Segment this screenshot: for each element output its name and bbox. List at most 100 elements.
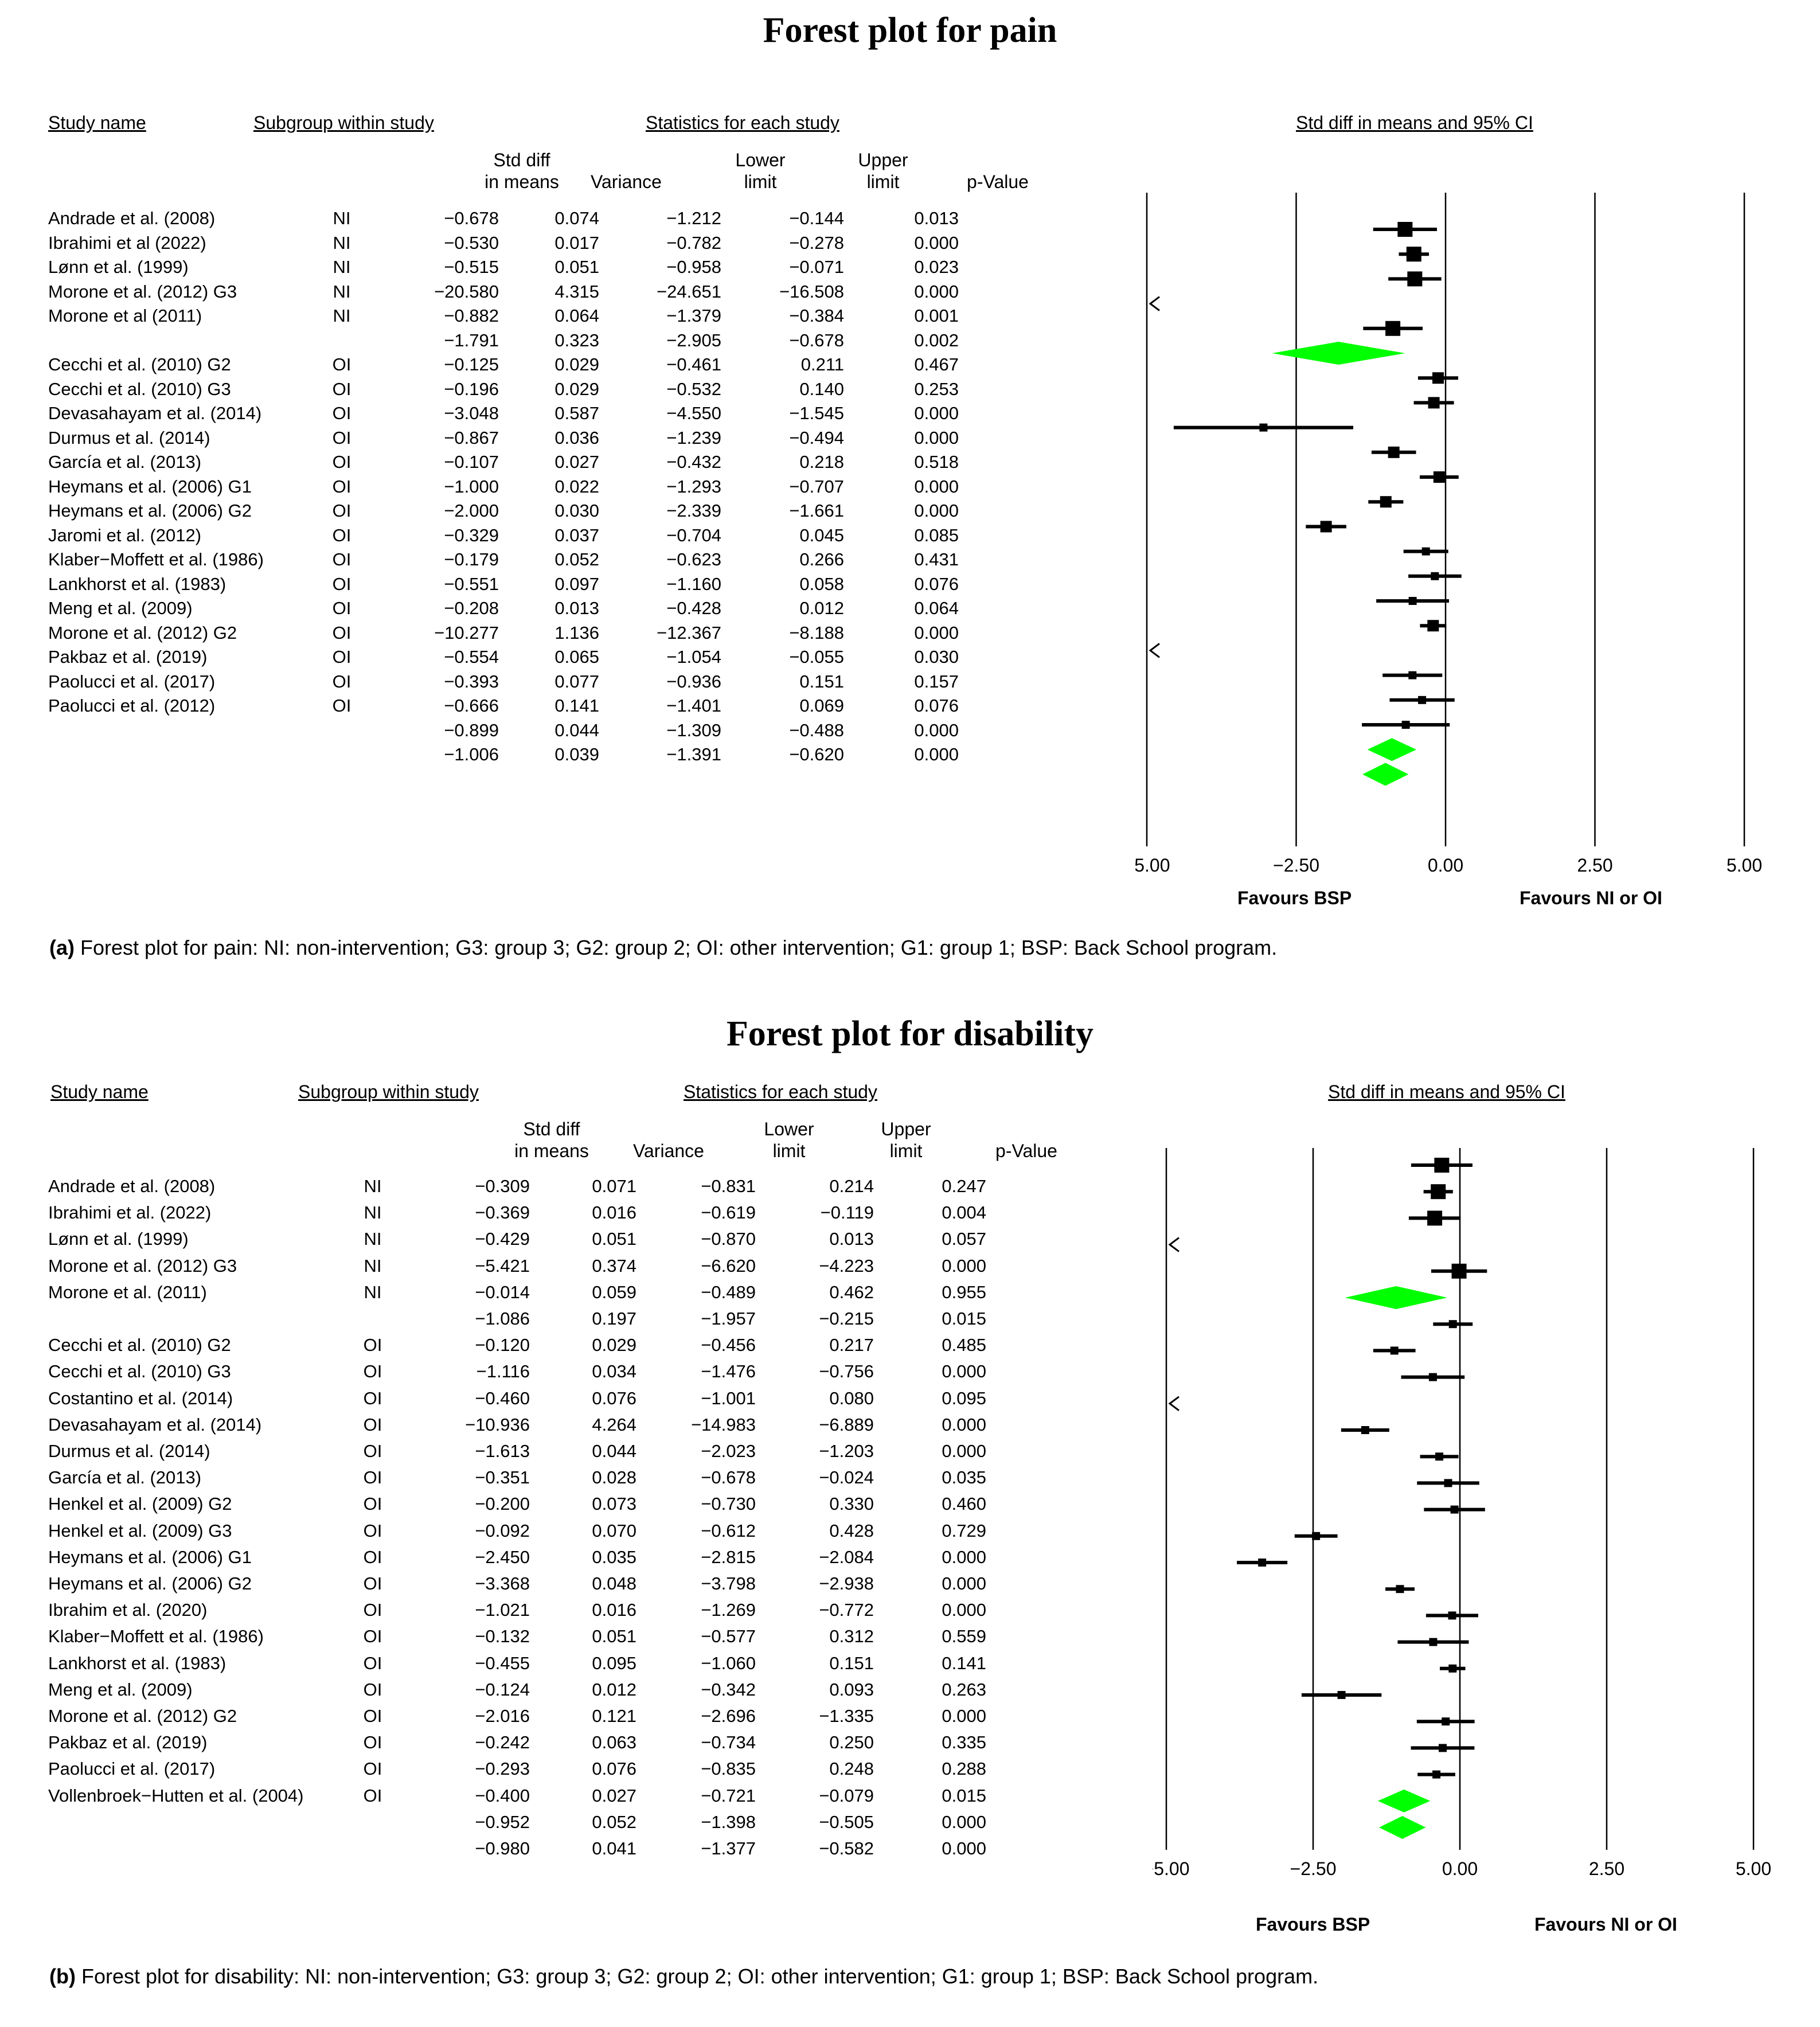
- p-value-cell: 0.015: [942, 1309, 986, 1329]
- std-diff-cell: −0.867: [444, 427, 499, 448]
- subgroup-cell: OI: [332, 525, 351, 545]
- effect-square: [1361, 1426, 1369, 1434]
- lower-limit-cell: −1.401: [666, 696, 721, 716]
- std-diff-cell: −0.293: [475, 1759, 530, 1779]
- variance-cell: 0.029: [554, 378, 599, 399]
- lower-limit-cell: −1.060: [701, 1653, 756, 1673]
- upper-limit-cell: 0.140: [799, 378, 844, 399]
- upper-limit-cell: −6.889: [819, 1414, 874, 1435]
- upper-limit-cell: 0.214: [829, 1176, 874, 1196]
- variance-cell: 0.374: [592, 1255, 636, 1276]
- caption: (b) Forest plot for disability: NI: non-…: [49, 1964, 1318, 1989]
- effect-square: [1431, 572, 1439, 580]
- upper-limit-cell: 0.312: [829, 1626, 874, 1647]
- lower-limit-cell: −0.870: [701, 1229, 756, 1249]
- table-row: Devasahayam et al. (2014) OI −10.936 4.264 −…: [0, 1413, 1089, 1437]
- variance-cell: 0.063: [592, 1732, 636, 1753]
- caption-label: (b): [49, 1964, 76, 1988]
- variance-cell: 0.076: [592, 1759, 636, 1779]
- variance-cell: 0.029: [592, 1335, 636, 1356]
- std-diff-cell: −1.613: [475, 1441, 530, 1461]
- p-value-cell: 0.431: [914, 549, 959, 569]
- table-row: Lønn et al. (1999) NI −0.515 0.051 −0.958 −0.…: [0, 255, 1089, 279]
- study-name-cell: Paolucci et al. (2017): [48, 671, 216, 692]
- effect-square: [1438, 1744, 1447, 1752]
- p-value-cell: 0.263: [942, 1679, 986, 1700]
- subgroup-cell: NI: [364, 1202, 382, 1223]
- effect-square: [1407, 271, 1423, 287]
- lower-limit-cell: −0.734: [701, 1732, 756, 1753]
- study-name-cell: Andrade et al. (2008): [48, 1176, 216, 1196]
- lower-limit-cell: −1.160: [666, 573, 721, 594]
- variance-cell: 1.136: [554, 622, 599, 643]
- study-name-cell: Ibrahimi et al (2022): [48, 232, 206, 253]
- effect-square: [1429, 1638, 1438, 1646]
- summary-row: −1.006 0.039 −1.391 −0.620 0.000: [0, 743, 1089, 767]
- variance-cell: 0.030: [554, 501, 599, 521]
- variance-cell: 0.052: [592, 1811, 636, 1832]
- lower-limit-cell: −2.339: [666, 501, 721, 521]
- table-row: Ibrahim et al. (2020) OI −1.021 0.016 −1.269…: [0, 1598, 1089, 1622]
- study-name-cell: Devasahayam et al. (2014): [48, 1414, 262, 1435]
- subgroup-cell: OI: [363, 1573, 382, 1594]
- std-diff-cell: −0.400: [475, 1785, 530, 1806]
- p-value-cell: 0.729: [942, 1520, 986, 1541]
- std-diff-cell: −0.952: [475, 1811, 530, 1832]
- p-value-cell: 0.000: [914, 232, 959, 253]
- summary-diamond: [1272, 342, 1405, 365]
- std-diff-cell: −1.116: [476, 1361, 530, 1382]
- lower-limit-cell: −0.489: [701, 1282, 756, 1302]
- study-name-cell: Pakbaz et al. (2019): [48, 1732, 208, 1753]
- subgroup-cell: NI: [333, 232, 351, 253]
- variance-cell: 0.036: [554, 427, 599, 448]
- table-row: Henkel et al. (2009) G2 OI −0.200 0.073 −0.7…: [0, 1492, 1089, 1516]
- upper-limit-cell: −0.024: [819, 1467, 874, 1488]
- study-name-cell: Cecchi et al. (2010) G3: [48, 378, 231, 399]
- lower-limit-cell: −0.577: [701, 1626, 756, 1647]
- lower-limit-cell: −2.905: [666, 330, 721, 350]
- variance-cell: 0.051: [592, 1229, 636, 1249]
- upper-limit-cell: 0.013: [829, 1229, 874, 1249]
- favours-left-label: Favours BSP: [1256, 1914, 1370, 1935]
- std-diff-cell: −3.368: [475, 1573, 530, 1594]
- variance-cell: 0.044: [592, 1441, 636, 1461]
- effect-square: [1320, 521, 1332, 533]
- variance-cell: 0.027: [592, 1785, 636, 1806]
- p-value-cell: 0.000: [914, 744, 959, 764]
- header-statistics: Statistics for each study: [646, 112, 839, 133]
- col-lower: Lower limit: [714, 149, 806, 193]
- col-pvalue: p-Value: [967, 171, 1029, 192]
- x-tick-label: 5.00: [1727, 855, 1762, 876]
- p-value-cell: 0.001: [914, 306, 959, 326]
- variance-cell: 0.016: [592, 1600, 636, 1620]
- std-diff-cell: −0.678: [444, 208, 499, 228]
- effect-square: [1432, 1770, 1441, 1779]
- upper-limit-cell: 0.218: [799, 452, 844, 472]
- std-diff-cell: −0.196: [444, 378, 499, 399]
- std-diff-cell: −2.016: [475, 1706, 530, 1726]
- std-diff-cell: −0.899: [444, 720, 499, 740]
- caption-text: Forest plot for pain: NI: non-interventi…: [80, 936, 1278, 959]
- x-tick-label: −2.50: [1273, 855, 1319, 876]
- study-name-cell: Vollenbroek−Hutten et al. (2004): [48, 1785, 304, 1806]
- variance-cell: 0.587: [554, 403, 599, 423]
- forest-plot: −5.00 −2.50 0.00 2.50 5.00: [1153, 1148, 1771, 1879]
- subgroup-cell: OI: [332, 378, 351, 399]
- variance-cell: 0.037: [554, 525, 599, 545]
- variance-cell: 0.074: [554, 208, 599, 228]
- header-subgroup: Subgroup within study: [298, 1081, 479, 1102]
- upper-limit-cell: 0.012: [799, 598, 844, 618]
- chart-title: Forest plot for disability: [726, 1014, 1094, 1053]
- upper-limit-cell: 0.330: [829, 1494, 874, 1514]
- study-name-cell: Klaber−Moffett et al. (1986): [48, 1626, 264, 1647]
- std-diff-cell: −0.393: [444, 671, 499, 692]
- lower-limit-cell: −24.651: [657, 281, 721, 302]
- p-value-cell: 0.253: [914, 378, 959, 399]
- study-name-cell: Heymans et al. (2006) G2: [48, 1573, 252, 1594]
- subgroup-cell: OI: [363, 1706, 382, 1726]
- upper-limit-cell: 0.217: [829, 1335, 874, 1356]
- variance-cell: 0.059: [592, 1282, 636, 1302]
- effect-square: [1432, 372, 1444, 384]
- std-diff-cell: −0.014: [475, 1282, 530, 1302]
- offscale-arrow: [1149, 643, 1160, 658]
